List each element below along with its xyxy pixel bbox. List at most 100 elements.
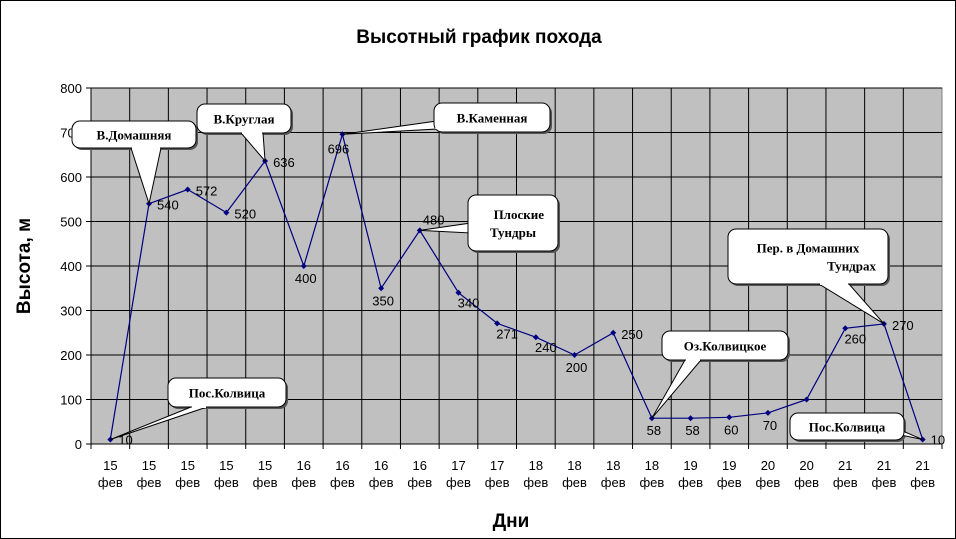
data-label: 350 <box>372 293 394 308</box>
data-label: 200 <box>566 360 588 375</box>
x-tick-label-day: 15 <box>103 458 117 473</box>
x-tick-label-day: 18 <box>645 458 659 473</box>
x-tick-label-day: 17 <box>451 458 465 473</box>
x-tick-label-day: 16 <box>413 458 427 473</box>
callout-label: Пос.Колвица <box>809 420 886 435</box>
y-tick-label: 400 <box>60 259 82 274</box>
callout-label: Пос.Колвица <box>189 386 266 401</box>
x-axis-title: Дни <box>493 511 530 532</box>
x-tick-label-day: 19 <box>722 458 736 473</box>
y-axis-title: Высота, м <box>14 218 35 314</box>
callout-label: В.Каменная <box>457 111 528 126</box>
x-tick-label-day: 18 <box>529 458 543 473</box>
x-tick-label-month: фев <box>910 475 935 490</box>
x-tick-label-day: 16 <box>374 458 388 473</box>
x-tick-label-day: 21 <box>915 458 929 473</box>
x-tick-label-month: фев <box>639 475 664 490</box>
x-tick-label-day: 17 <box>490 458 504 473</box>
data-point <box>764 409 771 416</box>
callout: В.Круглая <box>196 103 293 163</box>
y-tick-label: 300 <box>60 304 82 319</box>
data-label: 58 <box>647 423 661 438</box>
x-tick-label-day: 15 <box>258 458 272 473</box>
callout-box <box>789 412 905 441</box>
data-label: 250 <box>621 327 643 342</box>
x-tick-label-month: фев <box>601 475 626 490</box>
x-tick-label-month: фев <box>717 475 742 490</box>
callout-box <box>167 377 287 408</box>
series-line <box>107 131 926 443</box>
y-tick-label: 800 <box>60 81 82 96</box>
x-tick-label-day: 20 <box>761 458 775 473</box>
x-tick-label-day: 21 <box>877 458 891 473</box>
data-label: 10 <box>931 433 945 448</box>
x-tick-label-day: 21 <box>838 458 852 473</box>
callouts: В.Домашняя В.Круглая В.Каменная Плоские Тунд… <box>71 102 923 442</box>
x-tick-label-month: фев <box>175 475 200 490</box>
data-point <box>726 414 733 421</box>
y-tick-label: 200 <box>60 348 82 363</box>
y-tick-label: 500 <box>60 215 82 230</box>
data-label: 480 <box>423 212 445 227</box>
data-point <box>803 396 810 403</box>
data-label: 70 <box>763 418 777 433</box>
callout-label: В.Домашняя <box>97 128 172 143</box>
data-point <box>610 329 617 336</box>
callout: Плоские Тундры <box>419 194 560 253</box>
x-tick-label-month: фев <box>756 475 781 490</box>
x-tick-label-month: фев <box>253 475 278 490</box>
x-tick-label-month: фев <box>794 475 819 490</box>
callout-box <box>727 228 889 285</box>
y-tick-label: 0 <box>75 437 82 452</box>
data-label: 520 <box>234 207 256 222</box>
x-tick-label-month: фев <box>833 475 858 490</box>
x-tick-label-month: фев <box>678 475 703 490</box>
data-label: 696 <box>328 141 350 156</box>
x-tick-label-day: 16 <box>335 458 349 473</box>
data-labels: 10 540 572 520 636 400 696 350 480 340 271 240 200 25… <box>118 141 945 447</box>
data-label: 10 <box>118 433 132 448</box>
data-label: 240 <box>535 340 557 355</box>
x-tick-label-month: фев <box>562 475 587 490</box>
x-tick-label-day: 15 <box>180 458 194 473</box>
x-tick-label-month: фев <box>291 475 316 490</box>
callout-label: В.Круглая <box>214 112 275 127</box>
callout-label: Тундры <box>490 225 536 240</box>
callout: Пер. в Домашних Тундрах <box>727 228 890 325</box>
callout: Пос.Колвица <box>110 377 288 441</box>
callout: Оз.Колвицкое <box>651 330 790 419</box>
callout-label: Тундрах <box>827 259 876 274</box>
x-tick-label-day: 18 <box>567 458 581 473</box>
x-tick-label-day: 20 <box>799 458 813 473</box>
callout-label: Плоские <box>494 207 545 222</box>
callout-box <box>433 102 551 133</box>
x-tick-label-month: фев <box>214 475 239 490</box>
data-label: 270 <box>892 318 914 333</box>
x-tick-label-month: фев <box>330 475 355 490</box>
data-point <box>184 186 191 193</box>
x-tick-label-month: фев <box>369 475 394 490</box>
data-label: 540 <box>157 198 179 213</box>
data-label: 636 <box>273 155 295 170</box>
data-label: 572 <box>196 183 218 198</box>
series-polyline <box>109 132 924 440</box>
callout-box <box>661 330 789 361</box>
data-point <box>842 325 849 332</box>
data-label: 58 <box>685 423 699 438</box>
data-point <box>378 285 385 292</box>
chart-title: Высотный график похода <box>356 27 602 48</box>
callout-joint <box>469 222 473 234</box>
x-tick-label-month: фев <box>407 475 432 490</box>
x-tick-label-month: фев <box>872 475 897 490</box>
data-point <box>532 334 539 341</box>
data-label: 340 <box>458 296 480 311</box>
data-point <box>300 263 307 269</box>
data-label: 400 <box>295 271 317 286</box>
data-label: 260 <box>844 331 866 346</box>
x-tick-label-day: 15 <box>142 458 156 473</box>
x-axis-ticks: 15 фев 15 фев 15 фев 15 фев 15 фев 16 фев 16 фев 16 фев… <box>90 444 943 490</box>
callout: В.Домашняя <box>71 120 198 206</box>
callout: В.Каменная <box>342 102 552 135</box>
